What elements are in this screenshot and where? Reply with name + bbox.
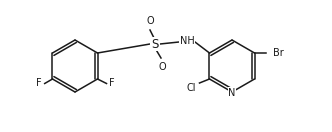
Text: S: S [151, 37, 159, 51]
Text: Br: Br [273, 48, 284, 58]
Text: F: F [36, 79, 42, 88]
Text: O: O [158, 62, 166, 72]
Text: Cl: Cl [187, 83, 196, 93]
Text: O: O [146, 16, 154, 26]
Text: N: N [228, 88, 236, 98]
Text: NH: NH [180, 36, 194, 46]
Text: F: F [109, 79, 114, 88]
